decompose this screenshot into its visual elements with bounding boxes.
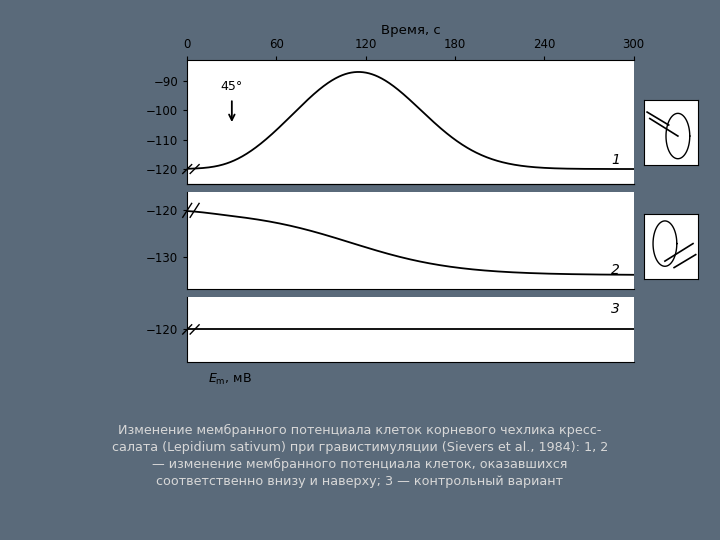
Text: 1: 1 bbox=[611, 153, 620, 167]
Text: Изменение мембранного потенциала клеток корневого чехлика кресс-
салата (Lepidiu: Изменение мембранного потенциала клеток … bbox=[112, 424, 608, 488]
Text: 3: 3 bbox=[611, 302, 620, 315]
Text: 2: 2 bbox=[611, 264, 620, 278]
Text: 45°: 45° bbox=[220, 80, 242, 93]
Text: Время, с: Время, с bbox=[381, 24, 440, 37]
Text: $E_{\rm m}$, мВ: $E_{\rm m}$, мВ bbox=[209, 372, 252, 387]
